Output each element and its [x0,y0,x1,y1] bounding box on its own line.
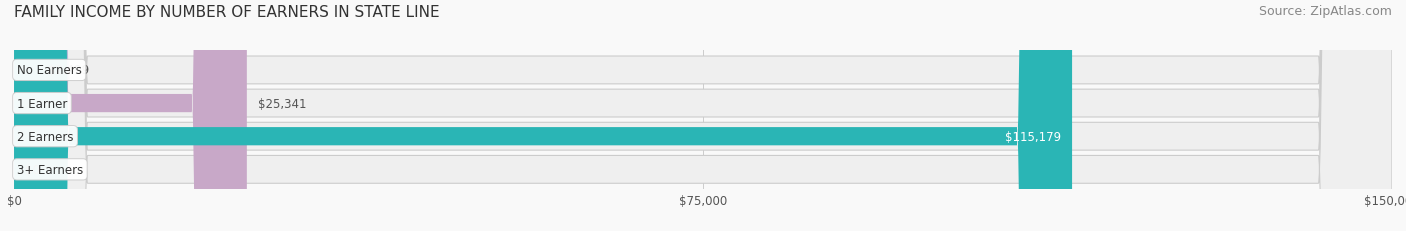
FancyBboxPatch shape [14,0,1392,231]
FancyBboxPatch shape [0,0,69,231]
FancyBboxPatch shape [14,0,1392,231]
Text: $115,179: $115,179 [1005,130,1062,143]
FancyBboxPatch shape [14,0,247,231]
Text: 2 Earners: 2 Earners [17,130,73,143]
FancyBboxPatch shape [14,0,1392,231]
Text: 3+ Earners: 3+ Earners [17,163,83,176]
Text: $25,341: $25,341 [257,97,307,110]
Text: Source: ZipAtlas.com: Source: ZipAtlas.com [1258,5,1392,18]
Text: No Earners: No Earners [17,64,82,77]
Text: $2,499: $2,499 [48,64,90,77]
FancyBboxPatch shape [14,0,1392,231]
Text: $0: $0 [25,163,39,176]
FancyBboxPatch shape [14,0,1073,231]
Text: 1 Earner: 1 Earner [17,97,67,110]
Text: FAMILY INCOME BY NUMBER OF EARNERS IN STATE LINE: FAMILY INCOME BY NUMBER OF EARNERS IN ST… [14,5,440,20]
